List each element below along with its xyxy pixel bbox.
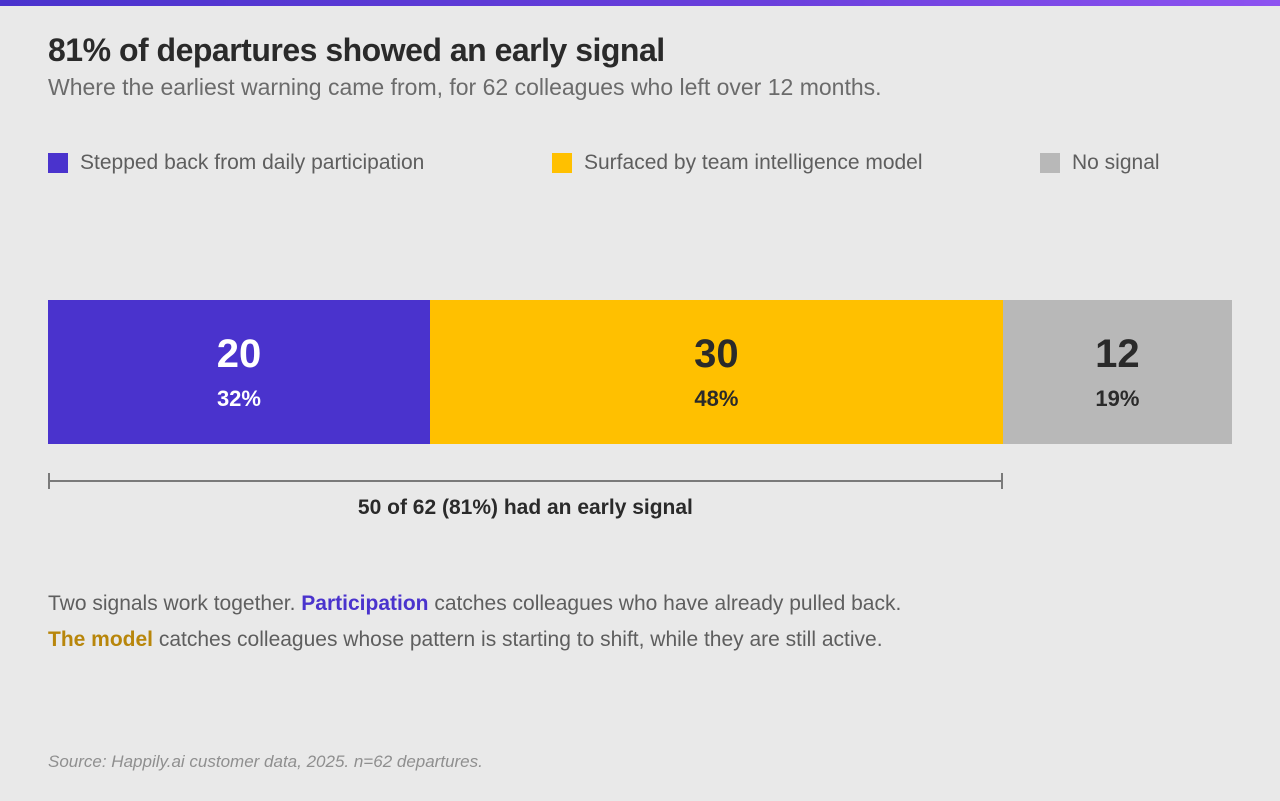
legend-item-participation: Stepped back from daily participation [48,150,424,176]
note-line-1-prefix: Two signals work together. [48,592,302,615]
bar-segment-no-signal: 12 19% [1002,300,1232,444]
segment-count-no-signal: 12 [1095,332,1140,376]
note-line-2-suffix: catches colleagues whose pattern is star… [153,628,883,651]
top-accent-bar [0,0,1280,6]
legend-label-model: Surfaced by team intelligence model [584,151,923,174]
stacked-bar: 20 32% 30 48% 12 19% [48,300,1232,444]
note-line-2: The model catches colleagues whose patte… [48,628,883,652]
legend-item-no-signal: No signal [1040,150,1160,176]
early-signal-bracket [48,473,1003,489]
legend-label-no-signal: No signal [1072,151,1160,174]
chart-subtitle: Where the earliest warning came from, fo… [48,74,882,100]
note-line-1-suffix: catches colleagues who have already pull… [428,592,902,615]
bracket-tick-start [48,473,50,489]
legend-swatch-no-signal [1040,153,1060,173]
legend-item-model: Surfaced by team intelligence model [552,150,923,176]
segment-percent-model: 48% [694,386,739,411]
source-note: Source: Happily.ai customer data, 2025. … [48,752,483,771]
legend-swatch-participation [48,153,68,173]
segment-percent-participation: 32% [216,386,261,411]
segment-count-participation: 20 [216,332,262,376]
legend-swatch-model [552,153,572,173]
bar-segment-participation: 20 32% [48,300,430,444]
early-signal-label: 50 of 62 (81%) had an early signal [357,496,693,519]
note-line-1: Two signals work together. Participation… [48,592,901,616]
legend-label-participation: Stepped back from daily participation [80,151,425,174]
note-highlight-participation: Participation [301,592,429,615]
bar-segment-model: 30 48% [429,300,1003,444]
chart-title: 81% of departures showed an early signal [48,32,665,68]
bracket-line [48,480,1003,482]
bracket-tick-end [1000,473,1003,489]
segment-count-model: 30 [694,332,739,376]
segment-percent-no-signal: 19% [1095,386,1140,411]
note-highlight-model: The model [48,628,154,651]
